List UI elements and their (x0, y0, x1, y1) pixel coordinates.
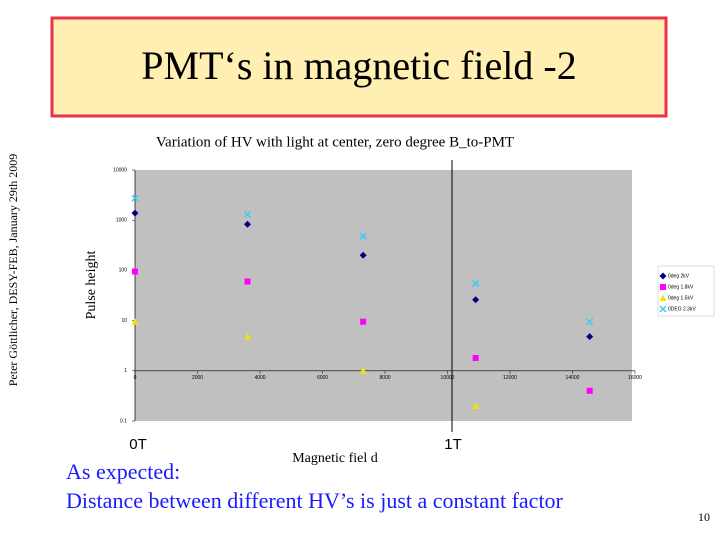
data-point (586, 318, 594, 326)
legend-box (657, 265, 715, 317)
data-point (243, 210, 252, 219)
data-point (131, 209, 139, 217)
data-point (586, 387, 593, 394)
title-box (50, 16, 668, 118)
data-point (472, 279, 480, 287)
y-axis-label: Pulse height (84, 250, 99, 319)
legend-marker (659, 305, 667, 313)
plot-area (135, 170, 632, 421)
x-tick-label: 4000 (254, 375, 265, 381)
x-tick-label: 0 (134, 375, 137, 381)
data-point (244, 278, 251, 285)
data-point (472, 402, 480, 409)
data-point (359, 251, 367, 259)
x-tick-label: 16000 (628, 375, 642, 381)
x-tick-label: 14000 (566, 375, 580, 381)
data-point (472, 296, 480, 304)
x-tick-label: 12000 (503, 375, 517, 381)
footer-line: Distance between different HV’s is just … (66, 488, 564, 513)
legend-label: 0deg 1.5kV (668, 295, 694, 301)
y-tick-label: 100 (119, 268, 128, 274)
y-tick-label: 10 (121, 318, 127, 324)
x-axis-label: Magnetic fiel d (292, 451, 378, 466)
data-point (359, 232, 367, 240)
page-number: 10 (698, 510, 710, 524)
data-point (244, 220, 251, 228)
y-tick-label: 1000 (116, 218, 127, 224)
data-point (131, 194, 139, 202)
data-point (360, 318, 367, 325)
subtitle: Variation of HV with light at center, ze… (156, 134, 514, 150)
x-tick-label: 10000 (441, 375, 455, 381)
x-tick-label: 2000 (192, 375, 203, 381)
footer-line: As expected: (66, 459, 180, 484)
legend-marker (659, 272, 667, 280)
annotation: 1T (444, 436, 462, 453)
annotation: 0T (129, 436, 147, 453)
data-point (586, 333, 594, 341)
data-point (472, 354, 479, 361)
y-tick-label: 0.1 (120, 418, 127, 424)
data-point (359, 367, 367, 374)
legend-label: 0DEG 2.3kV (668, 306, 696, 312)
data-point (244, 333, 251, 340)
data-point (131, 318, 139, 325)
y-tick-label: 10000 (113, 167, 127, 173)
x-tick-label: 8000 (379, 375, 390, 381)
y-tick-label: 1 (124, 368, 127, 374)
data-point (132, 268, 138, 275)
slide-title: PMT‘s in magnetic field -2 (141, 43, 576, 88)
legend-label: 0deg 2kV (668, 273, 690, 279)
legend-label: 0deg 1.8kV (668, 284, 694, 290)
x-tick-label: 6000 (317, 375, 328, 381)
side-note: Peter Göttlicher, DESY-FEB, January 29th… (6, 154, 20, 387)
legend-marker (659, 294, 667, 301)
legend-marker (660, 284, 666, 290)
